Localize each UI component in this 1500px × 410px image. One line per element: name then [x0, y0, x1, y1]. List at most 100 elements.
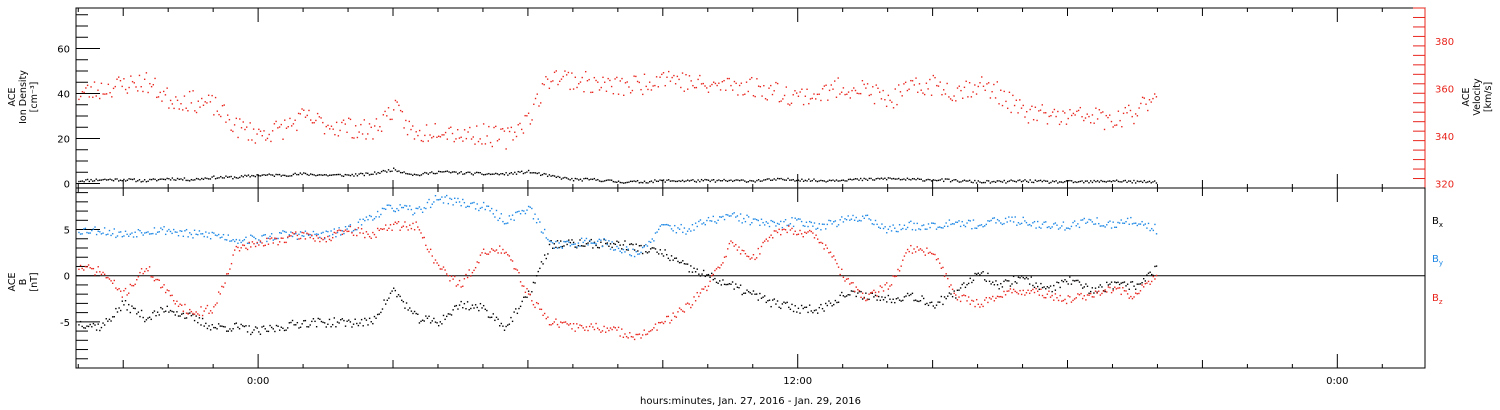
density-series-point: [135, 180, 137, 183]
density-series-point: [889, 177, 891, 179]
bz-series-point: [691, 304, 694, 306]
bx-series-point: [966, 283, 968, 286]
bx-series-point: [1003, 280, 1005, 283]
bx-series-point: [1104, 290, 1106, 293]
by-series-point: [499, 217, 501, 220]
velocity-series-point: [1076, 110, 1078, 113]
bz-series-point: [1053, 299, 1055, 301]
by-series-point: [516, 211, 519, 213]
bx-series-point: [786, 301, 788, 304]
bx-series-point: [120, 309, 122, 312]
velocity-series-point: [534, 97, 537, 100]
velocity-series-point: [636, 80, 639, 83]
velocity-series-point: [354, 125, 357, 127]
density-series-point: [702, 179, 704, 182]
density-series-point: [322, 174, 324, 176]
velocity-series-point: [112, 87, 115, 90]
bx-series-point: [614, 243, 617, 246]
bz-series-point: [763, 240, 766, 242]
bz-series-point: [1141, 284, 1143, 286]
velocity-series-point: [386, 115, 388, 117]
velocity-series-point: [263, 130, 265, 132]
bz-series-point: [531, 300, 533, 302]
bx-series-point: [585, 243, 588, 245]
bz-series-point: [1075, 297, 1077, 299]
bx-series-point: [725, 283, 727, 286]
bx-series-point: [934, 307, 936, 309]
by-series-point: [185, 228, 188, 231]
by-series-point: [450, 198, 453, 201]
density-series-point: [662, 179, 665, 181]
by-series-point: [585, 237, 588, 240]
density-series-point: [593, 177, 596, 180]
by-series-point: [129, 233, 132, 235]
bx-series-point: [476, 306, 478, 309]
density-series-point: [1027, 181, 1030, 183]
bz-series-point: [86, 266, 88, 268]
by-series-point: [931, 222, 933, 224]
density-series-point: [773, 178, 775, 180]
bx-series-point: [646, 252, 649, 254]
density-series-point: [1089, 180, 1092, 182]
velocity-series-point: [323, 133, 326, 135]
velocity-series-point: [92, 96, 94, 98]
by-series-point: [853, 219, 856, 221]
by-series-point: [296, 238, 299, 240]
density-series-point: [304, 172, 307, 175]
density-series-point: [674, 180, 677, 183]
density-series-point: [953, 179, 955, 181]
velocity-series-point: [948, 96, 950, 98]
by-series-point: [102, 232, 104, 234]
by-series-point: [1147, 222, 1150, 225]
bx-series-point: [442, 314, 445, 317]
bz-series-point: [417, 226, 419, 228]
bz-series-point: [918, 249, 920, 251]
density-series-point: [481, 173, 483, 175]
by-series-point: [649, 241, 652, 244]
velocity-series-point: [849, 97, 851, 99]
by-series-point: [810, 221, 812, 224]
by-series-point: [490, 207, 493, 210]
bz-series-point: [428, 251, 430, 253]
velocity-series-point: [1107, 116, 1109, 119]
velocity-series-point: [225, 121, 227, 123]
velocity-series-point: [1003, 90, 1005, 93]
density-series-point: [493, 173, 495, 175]
velocity-series-point: [531, 119, 533, 121]
density-series-point: [578, 179, 580, 181]
density-series-point: [583, 177, 585, 180]
density-series-point: [942, 180, 945, 183]
bz-series-point: [595, 322, 597, 325]
bz-series-point: [404, 221, 406, 223]
by-series-point: [1069, 228, 1071, 230]
velocity-series-point: [548, 87, 551, 90]
by-series-point: [812, 225, 814, 227]
bx-series-point: [287, 327, 289, 329]
by-series-point: [394, 210, 397, 213]
bx-series-point: [967, 282, 970, 285]
bx-series-point: [197, 321, 199, 324]
bx-series-point: [947, 295, 949, 297]
density-series-point: [498, 173, 500, 176]
bz-series-point: [959, 300, 962, 303]
velocity-series-point: [550, 80, 552, 83]
by-series-point: [939, 226, 941, 228]
bx-series-point: [645, 251, 647, 253]
bz-series-point: [580, 325, 583, 327]
density-series-point: [572, 180, 575, 182]
by-series-point: [192, 237, 194, 239]
velocity-series-point: [1057, 110, 1059, 113]
by-series-point: [821, 223, 824, 225]
velocity-series-point: [1122, 112, 1125, 115]
velocity-series-point: [379, 125, 381, 128]
velocity-series-point: [463, 129, 466, 131]
bz-series-point: [606, 327, 609, 329]
density-series-point: [946, 178, 948, 180]
bx-series-point: [217, 323, 220, 325]
velocity-series-point: [1086, 113, 1088, 115]
velocity-series-point: [604, 81, 606, 83]
bx-series-point: [290, 321, 292, 324]
by-series-point: [172, 228, 175, 231]
density-series-point: [927, 178, 929, 181]
bz-series-point: [161, 286, 164, 288]
